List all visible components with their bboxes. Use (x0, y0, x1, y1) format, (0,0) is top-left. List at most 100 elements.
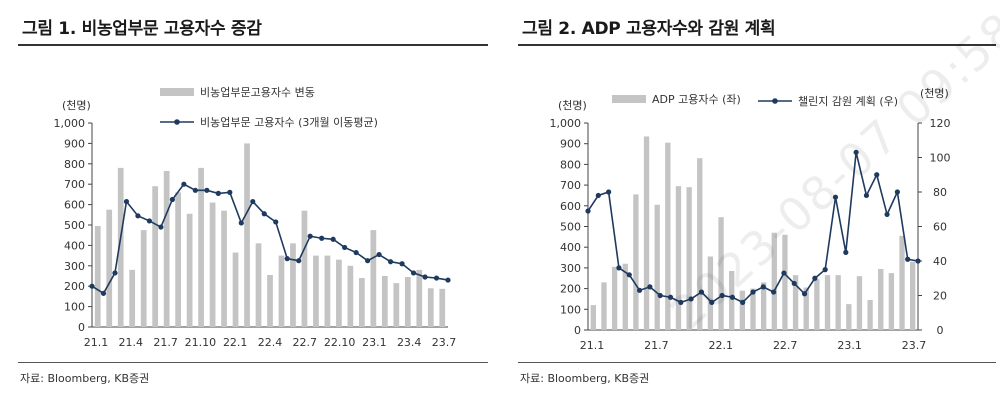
x-tick-label: 22.10 (324, 336, 356, 349)
line-point (750, 289, 756, 295)
line-point (123, 198, 130, 205)
bar (140, 230, 147, 327)
bar (739, 290, 746, 330)
line-point (169, 196, 175, 203)
line-point (698, 289, 705, 295)
y-tick-label: 300 (64, 260, 85, 273)
bar (686, 187, 692, 330)
line-point (319, 235, 325, 241)
y-tick-label: 100 (64, 301, 85, 314)
bar (94, 226, 101, 327)
bar (163, 170, 170, 327)
bar (654, 204, 660, 330)
title-rule (18, 44, 488, 46)
x-tick-label: 21.7 (644, 339, 669, 352)
line-point (884, 211, 890, 218)
x-tick-label: 21.1 (84, 336, 109, 349)
line-point (647, 284, 653, 290)
line-point (261, 211, 267, 217)
y-axis-unit: (천명) (558, 98, 587, 112)
bar (152, 186, 159, 327)
adp-chart-svg: 0 100 200 300 400 500 600 700 800 900 1,000 (천명) 0 20… (550, 86, 951, 352)
line-point (657, 292, 663, 299)
y-tick-label: 900 (64, 137, 85, 150)
bar (313, 255, 319, 327)
title-rule (518, 44, 996, 46)
x-tick-label: 21.7 (153, 336, 178, 349)
line-point (204, 187, 210, 193)
line-point (667, 294, 674, 300)
legend-label-line: 챌린지 감원 계획 (우) (798, 95, 898, 108)
x-tick-label: 22.1 (223, 336, 248, 349)
y-tick-label: 600 (64, 199, 85, 212)
bar (404, 277, 411, 327)
bar (899, 235, 905, 330)
nonfarm-chart-svg: 0 100 200 300 400 500 600 700 800 900 1,000 (천명) 21.… (54, 86, 457, 349)
line-point (585, 208, 591, 214)
line-point (376, 251, 382, 258)
y2-axis-unit: (천명) (920, 86, 949, 100)
line-point (894, 189, 900, 195)
bar (729, 271, 735, 330)
bar (106, 209, 113, 327)
line-point (760, 284, 766, 290)
line-point (410, 270, 417, 276)
bar (760, 282, 767, 330)
line-point (781, 270, 787, 276)
bar (878, 268, 884, 330)
bar (336, 259, 342, 327)
line-point (678, 299, 684, 305)
x-tick-label: 21.1 (580, 339, 605, 352)
bar (370, 230, 377, 327)
bar (117, 167, 124, 327)
line-point (709, 299, 715, 305)
bar (643, 136, 650, 330)
bar (359, 278, 365, 327)
x-tick-label: 23.7 (902, 339, 927, 352)
x-tick-label: 23.4 (397, 336, 422, 349)
line-point (307, 233, 313, 239)
y2-tick-label: 20 (933, 290, 947, 303)
bar (867, 299, 873, 330)
line-point (387, 259, 394, 265)
bar (675, 186, 682, 330)
line-point (719, 292, 725, 299)
y2-tick-label: 40 (933, 255, 947, 268)
line-point (729, 294, 735, 300)
line-point (874, 172, 880, 178)
y-tick-label: 600 (560, 200, 581, 213)
line-point (89, 283, 95, 289)
line-point (158, 224, 164, 230)
y-tick-label: 400 (64, 239, 85, 252)
line-point (238, 220, 244, 226)
x-tick-label: 21.4 (119, 336, 144, 349)
bar (633, 194, 639, 330)
line-point (606, 189, 612, 195)
y-tick-label: 500 (560, 221, 581, 234)
bar (221, 210, 227, 327)
x-tick-label: 22.1 (709, 339, 734, 352)
line-point (863, 192, 870, 199)
y-tick-label: 700 (560, 179, 581, 192)
bar (824, 275, 831, 330)
bar (814, 279, 820, 330)
bar (590, 305, 596, 330)
chart-panel-adp: 그림 2. ADP 고용자수와 감원 계획 0 100 200 300 400 500 60… (500, 0, 1000, 403)
y-tick-label: 700 (64, 178, 85, 191)
bar (856, 276, 863, 330)
x-tick-label: 22.7 (773, 339, 798, 352)
line-point (771, 289, 777, 295)
x-tick-label: 23.7 (432, 336, 457, 349)
bar (910, 261, 916, 330)
bar (255, 243, 262, 327)
bar (439, 288, 446, 327)
line-point (181, 181, 187, 187)
bar (209, 202, 216, 327)
bar (611, 266, 618, 330)
bar (622, 263, 628, 330)
legend-label-line: 비농업부문 고용자수 (3개월 이동평균) (200, 116, 378, 129)
legend-swatch-bar (160, 88, 194, 96)
bar (347, 265, 354, 327)
y-tick-label: 300 (560, 262, 581, 275)
line-point (284, 256, 290, 262)
